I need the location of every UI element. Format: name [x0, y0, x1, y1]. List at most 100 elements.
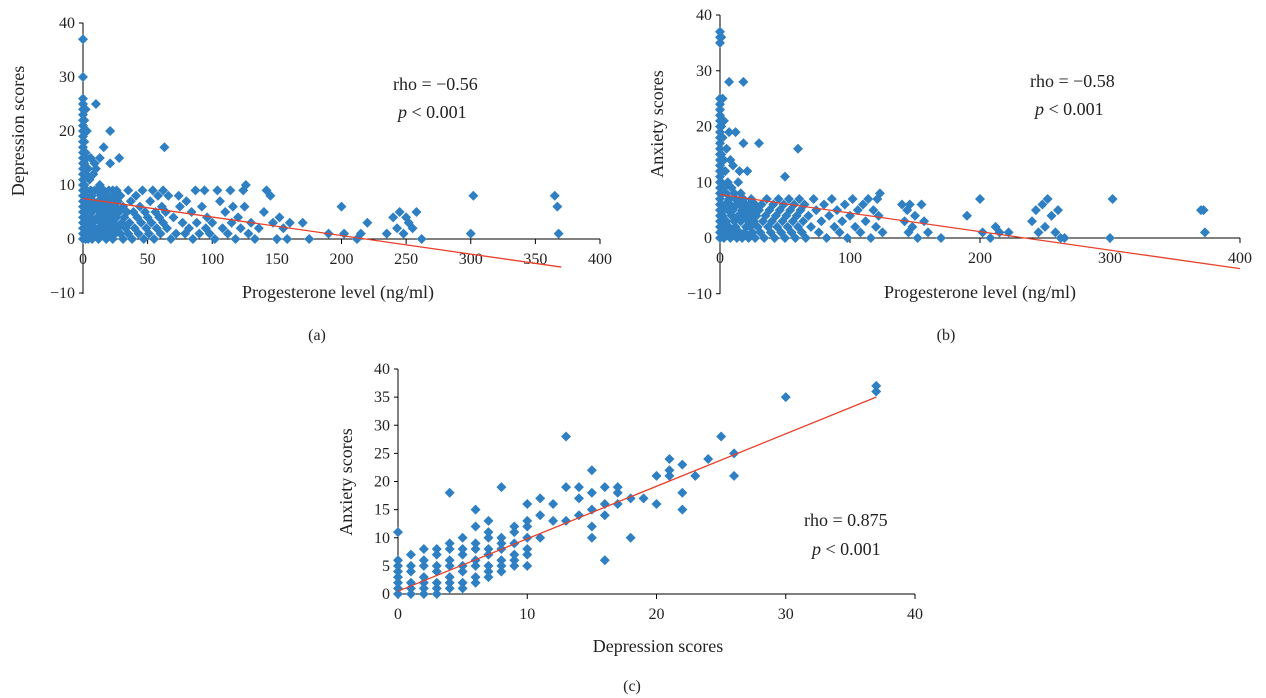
- data-point: [724, 127, 735, 138]
- data-point: [431, 583, 442, 594]
- data-point: [457, 549, 468, 560]
- data-point: [230, 234, 241, 244]
- x-tick-label: 250: [394, 251, 418, 268]
- data-point: [145, 196, 156, 207]
- data-point: [522, 521, 533, 532]
- data-point: [509, 555, 520, 566]
- data-point: [173, 190, 184, 201]
- data-point: [1027, 216, 1037, 227]
- data-point: [431, 544, 442, 554]
- data-point: [393, 560, 403, 571]
- data-point: [392, 223, 403, 234]
- panel-label: (c): [623, 678, 641, 695]
- panel-label: (b): [937, 327, 956, 344]
- data-point: [1042, 193, 1053, 204]
- data-point: [118, 234, 129, 244]
- trendline: [397, 396, 877, 592]
- data-point: [759, 233, 770, 243]
- data-point: [819, 199, 829, 210]
- data-point: [393, 577, 403, 588]
- data-point: [393, 527, 403, 538]
- data-point: [138, 234, 149, 244]
- data-point: [165, 234, 176, 244]
- data-point: [839, 199, 850, 210]
- data-point: [121, 207, 132, 217]
- data-point: [235, 223, 246, 234]
- trendline: [82, 197, 562, 268]
- data-point: [162, 223, 173, 234]
- data-point: [703, 454, 714, 464]
- data-point: [105, 158, 116, 169]
- data-point: [163, 190, 174, 201]
- data-point: [253, 223, 264, 234]
- x-tick-label: 400: [588, 251, 612, 268]
- data-point: [573, 493, 584, 504]
- data-point: [599, 482, 610, 493]
- data-point: [824, 210, 835, 221]
- y-tick-label: 40: [59, 15, 75, 32]
- data-point: [483, 515, 494, 526]
- y-tick-label: 0: [382, 586, 390, 603]
- y-ticks: 40 35 30 25 20 15 10 5 0: [374, 361, 398, 603]
- data-point: [79, 115, 90, 126]
- data-point: [573, 482, 584, 493]
- x-tick-label: 100: [200, 251, 224, 268]
- data-point: [444, 560, 455, 571]
- data-point: [274, 212, 285, 223]
- data-point: [243, 228, 254, 239]
- y-tick-label: −10: [687, 286, 712, 303]
- data-point: [265, 190, 276, 201]
- data-point: [1105, 233, 1115, 243]
- data-point: [174, 201, 185, 212]
- data-point: [457, 544, 468, 554]
- data-point: [405, 549, 416, 560]
- data-point: [78, 34, 88, 45]
- data-point: [1030, 205, 1041, 216]
- data-point: [522, 544, 533, 554]
- x-axis-title: Progesterone level (ng/ml): [884, 282, 1076, 303]
- data-point: [249, 234, 260, 244]
- data-point: [1107, 193, 1118, 204]
- data-point: [1053, 205, 1063, 216]
- data-point: [444, 555, 455, 566]
- data-point: [690, 470, 701, 481]
- data-point: [94, 153, 105, 163]
- data-point: [416, 234, 427, 244]
- data-point: [418, 560, 429, 571]
- data-point: [496, 532, 507, 543]
- data-point: [177, 217, 188, 228]
- x-tick-label: 150: [265, 251, 289, 268]
- y-tick-label: 10: [59, 177, 75, 194]
- x-tick-label: 200: [330, 251, 354, 268]
- data-point: [194, 228, 205, 239]
- y-tick-label: 20: [374, 474, 390, 491]
- data-point: [125, 196, 136, 207]
- data-point: [728, 160, 738, 171]
- data-point: [207, 217, 218, 228]
- data-point: [852, 205, 863, 216]
- data-point: [750, 233, 761, 243]
- data-point: [339, 228, 350, 239]
- data-point: [393, 589, 403, 599]
- data-point: [664, 465, 675, 476]
- data-point: [196, 201, 207, 212]
- data-point: [910, 210, 920, 221]
- p-value-label: p < 0.001: [810, 539, 881, 559]
- data-point: [733, 177, 744, 188]
- data-point: [1040, 221, 1050, 232]
- data-point: [227, 201, 238, 212]
- y-tick-label: 35: [374, 389, 390, 406]
- data-point: [457, 566, 468, 577]
- data-point: [871, 386, 882, 397]
- data-point: [388, 212, 399, 223]
- data-point: [865, 233, 876, 243]
- data-point: [509, 527, 520, 538]
- data-point: [793, 143, 803, 154]
- data-point: [549, 190, 560, 201]
- data-point: [444, 572, 455, 583]
- data-point: [842, 233, 853, 243]
- data-point: [483, 572, 494, 583]
- data-point: [393, 572, 403, 583]
- y-ticks: 40 30 20 10 0 −10: [687, 7, 720, 303]
- data-point: [677, 459, 688, 470]
